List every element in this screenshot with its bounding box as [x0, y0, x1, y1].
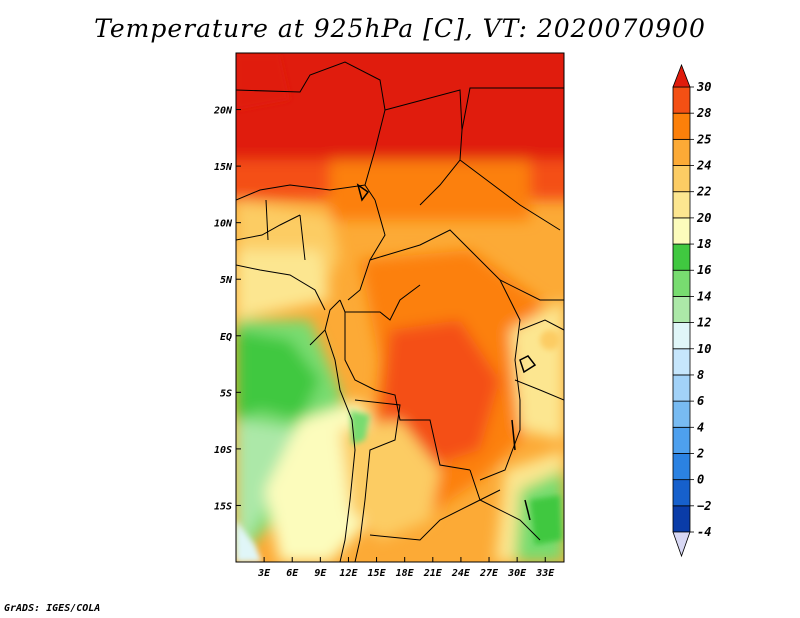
y-tick-label: EQ — [220, 332, 232, 343]
colorbar-box — [672, 479, 691, 507]
field-cold-corner — [236, 520, 262, 562]
grads-credit: GrADS: IGES/COLA — [4, 603, 101, 614]
x-tick-label: 21E — [423, 568, 443, 579]
border-sudan-east — [459, 159, 561, 231]
temperature-field — [236, 53, 564, 562]
colorbar-label: 20 — [696, 211, 711, 225]
colorbar-box — [672, 348, 691, 376]
colorbar-label: 6 — [697, 394, 704, 408]
colorbar-box — [672, 322, 691, 350]
colorbar-label: 18 — [697, 237, 711, 251]
colorbar-label: 2 — [696, 446, 704, 460]
field-chad-band — [330, 160, 530, 220]
colorbar-box — [672, 400, 691, 428]
y-tick-label: 5S — [220, 388, 232, 399]
lake-malawi — [524, 499, 531, 521]
border-nigeria-north — [236, 184, 376, 201]
colorbar-box — [672, 453, 691, 481]
x-tick-label: 33E — [535, 568, 555, 579]
field-gulf-cool — [236, 330, 320, 420]
lake-victoria — [519, 355, 537, 374]
border-zambia — [469, 469, 541, 541]
colorbar-label: -4 — [697, 525, 711, 539]
colorbar-label: 24 — [696, 159, 711, 173]
field-angola-east — [340, 420, 440, 540]
border-drc-east — [479, 279, 521, 481]
y-tick-label: 10S — [214, 445, 232, 456]
colorbar-label: 25 — [696, 132, 711, 146]
y-tick-label: 10N — [214, 219, 233, 230]
y-tick-label: 5N — [220, 275, 233, 286]
colorbar-label: 10 — [697, 342, 711, 356]
colorbar-box — [672, 217, 691, 245]
coast-gulf — [309, 299, 341, 346]
colorbar-box — [672, 112, 691, 140]
lake-chad — [356, 183, 370, 202]
colorbar-label: 22 — [696, 185, 711, 199]
colorbar-box — [672, 191, 691, 219]
colorbar-box — [672, 165, 691, 193]
border-angola — [354, 399, 401, 562]
colorbar-label: 28 — [696, 106, 711, 120]
y-tick-label: 15N — [214, 162, 233, 173]
border-tanzania — [514, 379, 564, 401]
colorbar-label: 8 — [697, 368, 704, 382]
x-tick-label: 12E — [339, 568, 358, 579]
y-axis: 20N 15N 10N 5N EQ 5S 10S 15S — [213, 106, 241, 512]
x-tick-label: 24E — [451, 568, 471, 579]
border-chad-north — [384, 89, 463, 206]
chart-title: Temperature at 925hPa [C], VT: 202007090… — [94, 14, 706, 43]
colorbar-label: 30 — [696, 80, 711, 94]
colorbar-label: 14 — [697, 289, 711, 303]
field-rift-spot — [540, 330, 560, 350]
lakes — [356, 183, 537, 521]
border-gabon — [339, 284, 421, 321]
field-coast-green — [350, 410, 370, 445]
border-sudan-north — [461, 87, 564, 131]
colorbar-label: 16 — [697, 263, 711, 277]
y-tick-label: 15S — [214, 501, 232, 512]
border-uganda — [519, 319, 564, 331]
colorbar-label: 0 — [697, 473, 704, 487]
x-tick-label: 18E — [396, 568, 415, 579]
colorbar-top-arrow — [672, 63, 691, 88]
border-ghana — [236, 214, 301, 241]
colorbar-box — [672, 269, 691, 297]
colorbar-label: 4 — [697, 420, 704, 434]
x-tick-label: 27E — [479, 568, 499, 579]
colorbar-box — [672, 426, 691, 454]
coast-guinea — [236, 264, 326, 311]
x-axis: 3E 6E 9E 12E 15E 18E 21E 24E 27E 30E 33E — [257, 557, 555, 579]
colorbar-box — [672, 243, 691, 271]
x-tick-label: 6E — [286, 568, 299, 579]
x-tick-label: 9E — [314, 568, 327, 579]
x-tick-label: 30E — [507, 568, 527, 579]
colorbar-box — [672, 505, 691, 533]
colorbar-box — [672, 138, 691, 166]
border-niger — [236, 61, 386, 186]
colorbar-box — [672, 374, 691, 402]
map-frame — [235, 52, 565, 563]
colorbar-box — [672, 296, 691, 323]
y-tick-label: 20N — [213, 106, 233, 117]
lake-tanganyika — [511, 419, 516, 451]
border-car — [369, 229, 564, 301]
x-tick-label: 15E — [368, 568, 387, 579]
border-westafrica-inner — [265, 199, 306, 261]
coast-west — [324, 329, 356, 562]
colorbar-label: −2 — [697, 499, 711, 513]
colorbar-box — [672, 86, 691, 114]
field-nw-hot — [236, 55, 290, 110]
colorbar-bottom-arrow — [672, 531, 691, 558]
border-drc-west — [344, 312, 471, 471]
country-borders — [236, 61, 564, 562]
field-highland-core — [530, 495, 562, 545]
field-guinea-coast — [236, 250, 330, 320]
colorbar-label: 12 — [697, 316, 711, 330]
x-tick-label: 3E — [257, 568, 271, 579]
